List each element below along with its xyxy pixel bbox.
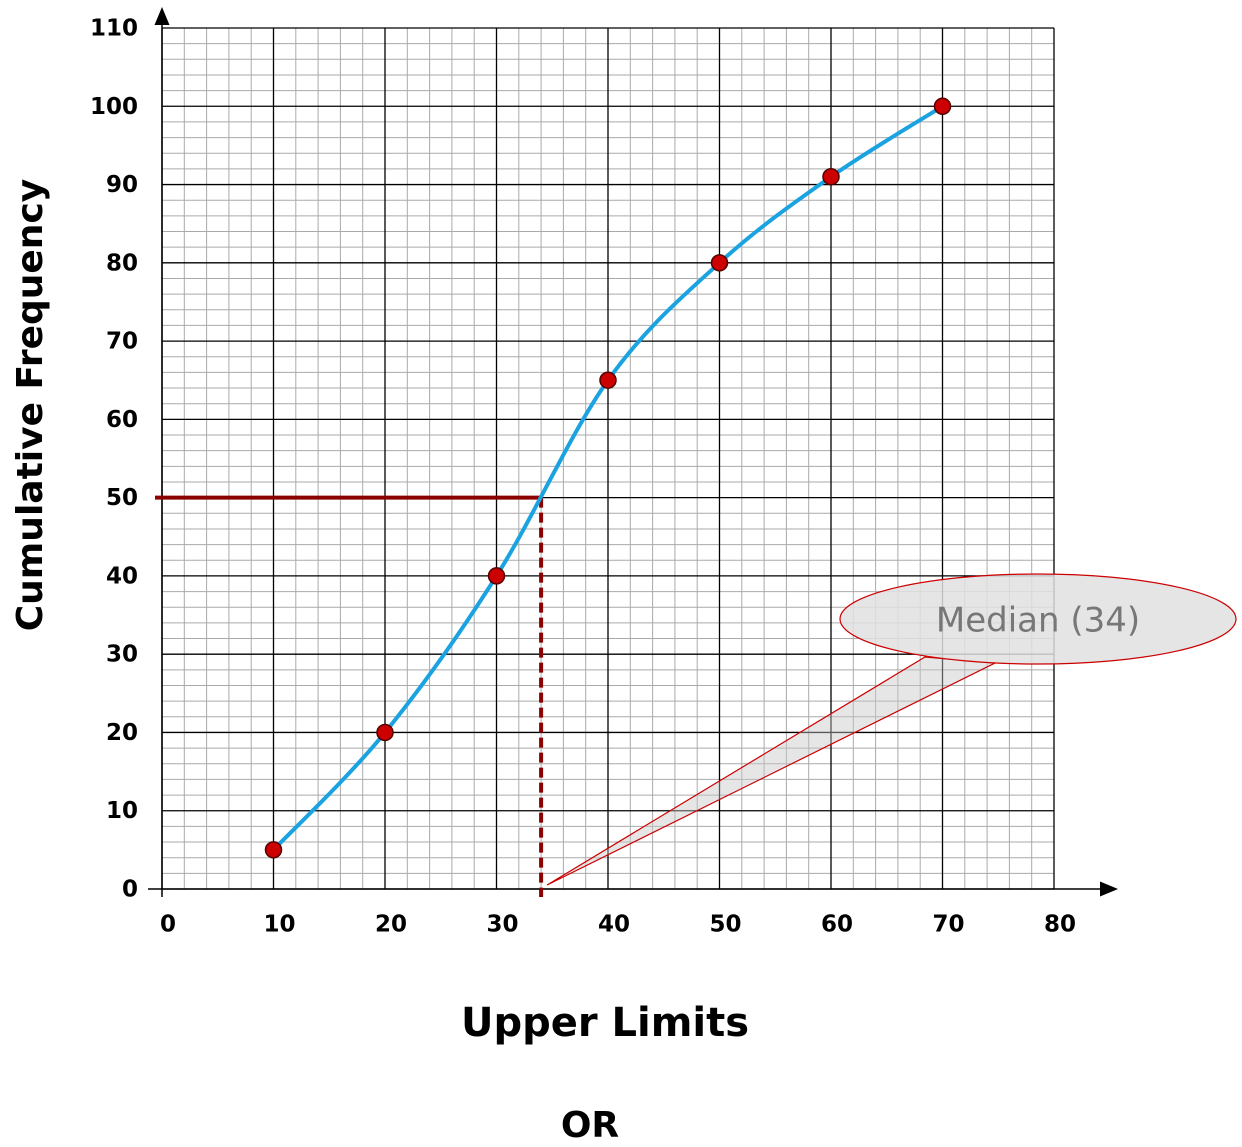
callout-bubble [839,573,1237,665]
y-axis-label: Cumulative Frequency [10,179,51,632]
x-tick-label: 0 [160,912,176,938]
data-point [264,841,283,859]
y-tick-label: 10 [106,798,138,824]
footer: OR [561,1105,619,1146]
grid [161,27,1055,890]
callout-label: Median (34) [936,601,1140,641]
data-point [599,371,617,389]
y-tick-label: 40 [106,563,138,589]
y-tick-label: 80 [106,250,138,276]
data-point [487,567,506,585]
x-tick-label: 50 [709,912,741,938]
y-tick-label: 50 [106,485,138,511]
x-tick-label: 70 [932,912,964,938]
callout-pointer [546,656,998,886]
x-tick-label: 40 [598,912,630,938]
data-point [933,97,952,116]
y-tick-label: 20 [106,720,138,746]
y-tick-label: 110 [90,16,138,42]
data-point [376,723,394,742]
data-point [822,167,840,186]
y-tick-label: 90 [106,172,138,198]
x-tick-label: 30 [486,912,518,938]
y-tick-label: 70 [106,329,138,355]
y-tick-label: 100 [90,94,138,120]
x-tick-label: 60 [821,912,853,938]
x-tick-label: 10 [263,912,295,938]
x-tick-label: 80 [1044,912,1076,938]
x-axis-label: Upper Limits [461,1000,749,1046]
y-tick-label: 0 [122,877,138,903]
y-tick-label: 60 [106,407,138,433]
x-tick-label: 20 [375,912,407,938]
y-tick-label: 30 [106,642,138,668]
data-point [710,254,729,272]
